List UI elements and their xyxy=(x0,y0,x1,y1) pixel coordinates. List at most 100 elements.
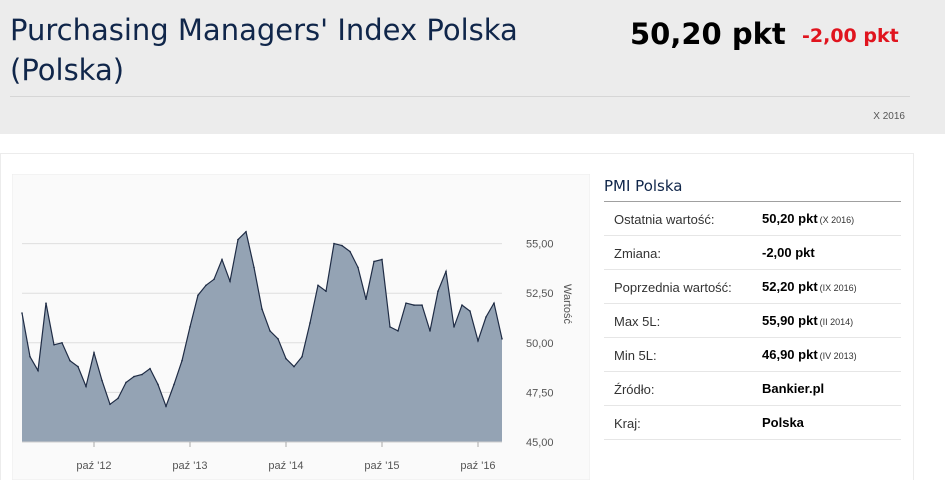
data-point xyxy=(445,270,447,273)
data-point xyxy=(373,260,375,263)
data-point xyxy=(453,326,455,328)
info-row-value-text: 52,20 pkt xyxy=(762,279,818,294)
data-point xyxy=(229,280,231,283)
data-point xyxy=(325,290,327,293)
data-point xyxy=(101,379,103,382)
date-label: X 2016 xyxy=(873,111,905,122)
data-point xyxy=(109,403,111,406)
info-row-value-text: 55,90 pkt xyxy=(762,313,818,328)
data-point xyxy=(309,322,311,324)
data-point xyxy=(485,316,487,318)
y-tick-label: 45,00 xyxy=(526,437,554,449)
info-row-value-text: 50,20 pkt xyxy=(762,211,818,226)
info-row-value-text: -2,00 pkt xyxy=(762,245,815,260)
data-point xyxy=(221,258,223,261)
pmi-chart: 45,00 47,50 50,00 52,50 55,00 paź '12 paź '13… xyxy=(11,173,591,481)
data-point xyxy=(317,284,319,287)
info-row-value: 50,20 pkt (X 2016) xyxy=(762,211,854,226)
data-point xyxy=(125,381,127,384)
data-point xyxy=(149,367,151,370)
data-point xyxy=(397,330,399,332)
data-point xyxy=(293,365,295,368)
info-row-date: (X 2016) xyxy=(819,215,855,225)
header-divider xyxy=(10,96,910,97)
data-point xyxy=(477,340,479,342)
info-row-value: 46,90 pkt (IV 2013) xyxy=(762,347,857,362)
y-tick-label: 52,50 xyxy=(526,288,554,300)
data-point xyxy=(421,304,423,306)
data-point xyxy=(501,338,503,340)
info-row-value: -2,00 pkt xyxy=(762,245,815,260)
info-row-label: Poprzednia wartość: xyxy=(614,280,732,295)
data-point xyxy=(77,365,79,368)
data-point xyxy=(21,312,23,314)
x-tick-label: paź '13 xyxy=(172,460,207,472)
data-point xyxy=(285,357,287,360)
info-row-value-text: 46,90 pkt xyxy=(762,347,818,362)
data-point xyxy=(37,369,39,372)
data-point xyxy=(253,266,255,269)
data-point xyxy=(181,359,183,362)
info-row-date: (IV 2013) xyxy=(819,351,857,361)
data-point xyxy=(389,326,391,328)
x-tick-label: paź '12 xyxy=(76,460,111,472)
data-point xyxy=(277,338,279,340)
data-point xyxy=(461,304,463,306)
info-row-date: (II 2014) xyxy=(819,317,854,327)
page-title: Purchasing Managers' Index Polska (Polsk… xyxy=(10,13,518,87)
x-tick-label: paź '16 xyxy=(460,460,495,472)
data-point xyxy=(357,266,359,269)
info-row-label: Źródło: xyxy=(614,382,655,397)
data-point xyxy=(93,351,95,354)
x-tick-label: paź '14 xyxy=(268,460,303,472)
data-point xyxy=(301,355,303,358)
data-point xyxy=(85,385,87,388)
x-tick-label: paź '15 xyxy=(364,460,399,472)
info-row: Max 5L: 55,90 pkt (II 2014) xyxy=(604,304,901,338)
data-point xyxy=(269,330,271,332)
data-point xyxy=(261,308,263,310)
info-row-value: 52,20 pkt (IX 2016) xyxy=(762,279,857,294)
info-row: Źródło: Bankier.pl xyxy=(604,372,901,406)
header-bar: Purchasing Managers' Index Polska (Polsk… xyxy=(0,0,945,134)
info-row: Kraj: Polska xyxy=(604,406,901,440)
data-point xyxy=(349,250,351,253)
info-row-label: Max 5L: xyxy=(614,314,661,329)
data-point xyxy=(413,304,415,306)
info-row-value: 55,90 pkt (II 2014) xyxy=(762,313,853,328)
info-row-label: Kraj: xyxy=(614,416,641,431)
info-row: Zmiana: -2,00 pkt xyxy=(604,236,901,270)
chart-container: 45,00 47,50 50,00 52,50 55,00 paź '12 paź '13… xyxy=(11,173,591,481)
data-point xyxy=(493,302,495,304)
change-value: -2,00 pkt xyxy=(802,25,899,47)
data-point xyxy=(53,343,55,346)
data-point xyxy=(117,397,119,400)
y-axis-label: Wartość xyxy=(561,284,573,324)
data-point xyxy=(213,278,215,281)
data-point xyxy=(69,359,71,362)
y-tick-label: 47,50 xyxy=(526,387,554,399)
data-point xyxy=(237,238,239,241)
data-point xyxy=(205,284,207,287)
content-frame xyxy=(0,153,914,480)
data-point xyxy=(197,294,199,296)
info-row: Poprzednia wartość: 52,20 pkt (IX 2016) xyxy=(604,270,901,304)
data-point xyxy=(437,290,439,293)
y-tick-label: 50,00 xyxy=(526,338,554,350)
y-tick-label: 55,00 xyxy=(526,239,554,251)
data-point xyxy=(165,405,167,408)
data-point xyxy=(157,383,159,386)
info-row-value: Polska xyxy=(762,415,804,430)
data-point xyxy=(469,310,471,312)
current-value: 50,20 pkt xyxy=(630,17,786,51)
data-point xyxy=(341,244,343,247)
data-point xyxy=(29,355,31,358)
info-row-date: (IX 2016) xyxy=(819,283,857,293)
data-point xyxy=(189,326,191,328)
data-point xyxy=(133,375,135,378)
info-row-label: Ostatnia wartość: xyxy=(614,212,715,227)
data-point xyxy=(381,258,383,261)
data-point xyxy=(141,373,143,376)
info-table: Ostatnia wartość: 50,20 pkt (X 2016) Zmiana… xyxy=(604,202,901,440)
info-row: Ostatnia wartość: 50,20 pkt (X 2016) xyxy=(604,202,901,236)
